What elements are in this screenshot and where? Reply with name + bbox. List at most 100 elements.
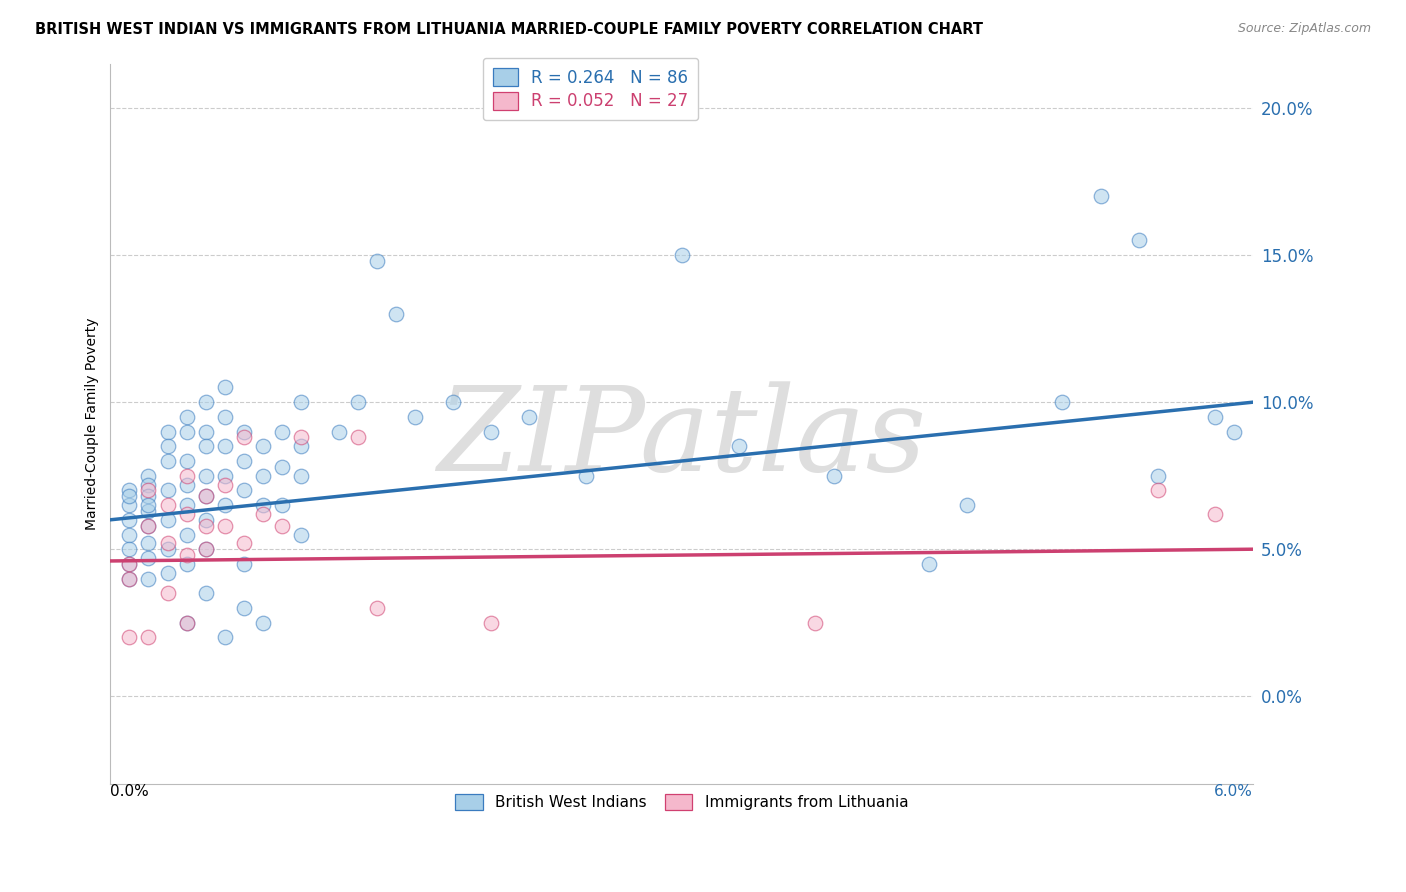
Point — [575, 468, 598, 483]
Point — [118, 572, 141, 586]
Point — [156, 536, 179, 550]
Text: ZIPatlas: ZIPatlas — [437, 381, 927, 496]
Point — [118, 631, 141, 645]
Point — [138, 498, 160, 512]
Point — [385, 307, 408, 321]
Point — [956, 498, 979, 512]
Point — [156, 513, 179, 527]
Point — [1204, 409, 1226, 424]
Point — [194, 513, 217, 527]
Point — [252, 439, 274, 453]
Point — [194, 439, 217, 453]
Point — [232, 536, 254, 550]
Point — [138, 477, 160, 491]
Point — [366, 601, 388, 615]
Point — [156, 425, 179, 439]
Point — [1090, 189, 1112, 203]
Point — [118, 483, 141, 498]
Point — [823, 468, 845, 483]
Point — [232, 454, 254, 468]
Point — [1052, 395, 1074, 409]
Point — [194, 542, 217, 557]
Point — [441, 395, 464, 409]
Point — [194, 586, 217, 600]
Point — [479, 615, 502, 630]
Point — [176, 498, 198, 512]
Point — [214, 468, 236, 483]
Point — [270, 498, 292, 512]
Point — [138, 518, 160, 533]
Point — [194, 489, 217, 503]
Point — [118, 489, 141, 503]
Point — [252, 507, 274, 521]
Point — [176, 615, 198, 630]
Point — [194, 468, 217, 483]
Point — [176, 615, 198, 630]
Point — [727, 439, 749, 453]
Point — [176, 425, 198, 439]
Point — [290, 527, 312, 541]
Point — [214, 477, 236, 491]
Point — [918, 557, 941, 571]
Point — [232, 557, 254, 571]
Point — [1146, 483, 1168, 498]
Point — [118, 513, 141, 527]
Point — [138, 551, 160, 566]
Point — [214, 409, 236, 424]
Point — [156, 542, 179, 557]
Text: Source: ZipAtlas.com: Source: ZipAtlas.com — [1237, 22, 1371, 36]
Point — [156, 439, 179, 453]
Point — [290, 395, 312, 409]
Point — [252, 498, 274, 512]
Point — [194, 425, 217, 439]
Point — [1146, 468, 1168, 483]
Point — [194, 518, 217, 533]
Point — [290, 439, 312, 453]
Point — [118, 557, 141, 571]
Point — [270, 459, 292, 474]
Point — [176, 454, 198, 468]
Point — [252, 468, 274, 483]
Point — [118, 498, 141, 512]
Point — [252, 615, 274, 630]
Point — [176, 548, 198, 562]
Point — [156, 483, 179, 498]
Point — [138, 504, 160, 518]
Point — [1204, 507, 1226, 521]
Point — [270, 425, 292, 439]
Point — [176, 409, 198, 424]
Point — [214, 439, 236, 453]
Text: 0.0%: 0.0% — [111, 784, 149, 799]
Point — [517, 409, 540, 424]
Point — [138, 536, 160, 550]
Point — [176, 477, 198, 491]
Point — [270, 518, 292, 533]
Point — [1223, 425, 1246, 439]
Point — [290, 468, 312, 483]
Point — [118, 557, 141, 571]
Point — [347, 395, 370, 409]
Point — [118, 527, 141, 541]
Point — [366, 254, 388, 268]
Text: BRITISH WEST INDIAN VS IMMIGRANTS FROM LITHUANIA MARRIED-COUPLE FAMILY POVERTY C: BRITISH WEST INDIAN VS IMMIGRANTS FROM L… — [35, 22, 983, 37]
Point — [176, 527, 198, 541]
Legend: British West Indians, Immigrants from Lithuania: British West Indians, Immigrants from Li… — [449, 788, 914, 816]
Point — [156, 498, 179, 512]
Point — [347, 430, 370, 444]
Point — [214, 380, 236, 394]
Point — [1128, 234, 1150, 248]
Point — [290, 430, 312, 444]
Point — [156, 566, 179, 580]
Point — [138, 483, 160, 498]
Point — [176, 468, 198, 483]
Point — [138, 631, 160, 645]
Point — [156, 586, 179, 600]
Point — [194, 489, 217, 503]
Point — [214, 631, 236, 645]
Point — [232, 483, 254, 498]
Point — [194, 542, 217, 557]
Point — [328, 425, 350, 439]
Point — [118, 572, 141, 586]
Point — [194, 395, 217, 409]
Point — [138, 489, 160, 503]
